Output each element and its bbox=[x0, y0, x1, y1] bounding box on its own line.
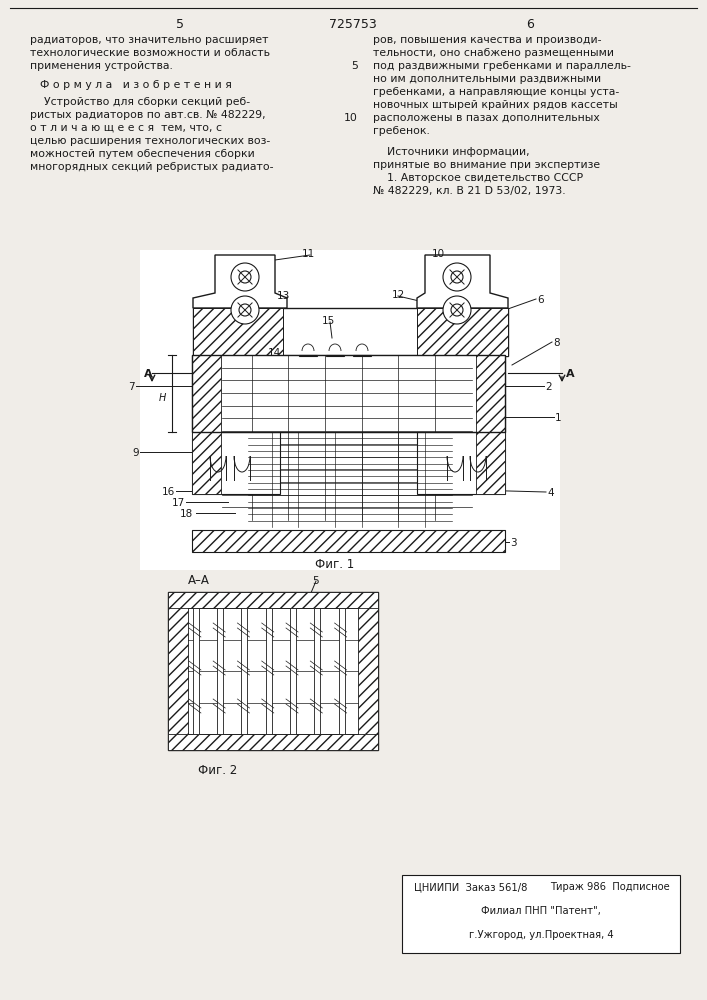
Text: ЦНИИПИ  Заказ 561/8: ЦНИИПИ Заказ 561/8 bbox=[414, 882, 527, 892]
Text: А–А: А–А bbox=[188, 574, 210, 587]
Bar bbox=[221, 355, 476, 432]
Text: но им дополнительными раздвижными: но им дополнительными раздвижными bbox=[373, 74, 601, 84]
Text: № 482229, кл. В 21 D 53/02, 1973.: № 482229, кл. В 21 D 53/02, 1973. bbox=[373, 186, 566, 196]
Bar bbox=[476, 355, 505, 432]
Text: Фиг. 1: Фиг. 1 bbox=[315, 558, 355, 571]
Text: под раздвижными гребенками и параллель-: под раздвижными гребенками и параллель- bbox=[373, 61, 631, 71]
Bar bbox=[339, 608, 344, 734]
Bar bbox=[168, 734, 378, 750]
Text: 16: 16 bbox=[162, 487, 175, 497]
Text: Филиал ПНП "Патент",: Филиал ПНП "Патент", bbox=[481, 906, 601, 916]
Bar bbox=[417, 432, 505, 494]
Text: 18: 18 bbox=[180, 509, 193, 519]
Text: ров, повышения качества и производи-: ров, повышения качества и производи- bbox=[373, 35, 602, 45]
Text: A: A bbox=[566, 369, 575, 379]
Bar bbox=[266, 608, 271, 734]
Text: новочных штырей крайних рядов кассеты: новочных штырей крайних рядов кассеты bbox=[373, 100, 618, 110]
Text: применения устройства.: применения устройства. bbox=[30, 61, 173, 71]
Circle shape bbox=[239, 271, 251, 283]
Text: 6: 6 bbox=[526, 18, 534, 31]
Text: г.Ужгород, ул.Проектная, 4: г.Ужгород, ул.Проектная, 4 bbox=[469, 930, 613, 940]
Text: радиаторов, что значительно расширяет: радиаторов, что значительно расширяет bbox=[30, 35, 269, 45]
Circle shape bbox=[231, 296, 259, 324]
Circle shape bbox=[451, 271, 463, 283]
Text: принятые во внимание при экспертизе: принятые во внимание при экспертизе bbox=[373, 160, 600, 170]
Text: 5: 5 bbox=[176, 18, 184, 31]
Polygon shape bbox=[193, 255, 287, 308]
Circle shape bbox=[231, 263, 259, 291]
Text: целью расширения технологических воз-: целью расширения технологических воз- bbox=[30, 136, 270, 146]
Text: 14: 14 bbox=[268, 348, 281, 358]
Text: тельности, оно снабжено размещенными: тельности, оно снабжено размещенными bbox=[373, 48, 614, 58]
Bar bbox=[192, 530, 505, 552]
Text: Источники информации,: Источники информации, bbox=[373, 147, 530, 157]
Bar bbox=[299, 355, 317, 356]
Bar bbox=[353, 355, 371, 356]
Text: гребенок.: гребенок. bbox=[373, 126, 430, 136]
Bar bbox=[476, 432, 505, 494]
Text: 6: 6 bbox=[537, 295, 544, 305]
Bar bbox=[192, 355, 221, 432]
Text: 13: 13 bbox=[277, 291, 291, 301]
Text: 3: 3 bbox=[510, 538, 517, 548]
Text: 5: 5 bbox=[351, 61, 358, 71]
Bar bbox=[192, 432, 221, 494]
Bar bbox=[192, 355, 505, 432]
Text: 15: 15 bbox=[322, 316, 335, 326]
Text: 10: 10 bbox=[344, 113, 358, 123]
Text: Устройство для сборки секций реб-: Устройство для сборки секций реб- bbox=[30, 97, 250, 107]
Text: A: A bbox=[144, 369, 152, 379]
Bar bbox=[315, 608, 320, 734]
Text: 725753: 725753 bbox=[329, 18, 377, 31]
Text: 10: 10 bbox=[432, 249, 445, 259]
Circle shape bbox=[239, 304, 251, 316]
Text: Фиг. 2: Фиг. 2 bbox=[199, 764, 238, 777]
Circle shape bbox=[451, 304, 463, 316]
Bar bbox=[192, 432, 280, 494]
Text: технологические возможности и область: технологические возможности и область bbox=[30, 48, 270, 58]
Bar bbox=[241, 608, 247, 734]
Bar bbox=[140, 250, 560, 570]
Bar bbox=[168, 592, 378, 750]
Text: 1. Авторское свидетельство СССР: 1. Авторское свидетельство СССР bbox=[373, 173, 583, 183]
Bar bbox=[417, 308, 508, 356]
Text: Ф о р м у л а   и з о б р е т е н и я: Ф о р м у л а и з о б р е т е н и я bbox=[40, 80, 232, 90]
Text: 5: 5 bbox=[312, 576, 319, 586]
Text: 17: 17 bbox=[172, 498, 185, 508]
Bar bbox=[168, 592, 378, 608]
Bar bbox=[168, 592, 188, 750]
Text: многорядных секций ребристых радиато-: многорядных секций ребристых радиато- bbox=[30, 162, 274, 172]
Bar bbox=[193, 608, 199, 734]
Text: 11: 11 bbox=[302, 249, 315, 259]
Circle shape bbox=[443, 263, 471, 291]
Polygon shape bbox=[417, 255, 508, 308]
Text: расположены в пазах дополнительных: расположены в пазах дополнительных bbox=[373, 113, 600, 123]
Bar bbox=[192, 355, 505, 432]
Text: H: H bbox=[158, 393, 165, 403]
Text: можностей путем обеспечения сборки: можностей путем обеспечения сборки bbox=[30, 149, 255, 159]
Text: 4: 4 bbox=[547, 488, 554, 498]
Text: о т л и ч а ю щ е е с я  тем, что, с: о т л и ч а ю щ е е с я тем, что, с bbox=[30, 123, 222, 133]
Bar bbox=[193, 308, 283, 356]
Text: 7: 7 bbox=[128, 382, 134, 392]
Bar bbox=[290, 608, 296, 734]
Text: ристых радиаторов по авт.св. № 482229,: ристых радиаторов по авт.св. № 482229, bbox=[30, 110, 266, 120]
Bar bbox=[217, 608, 223, 734]
Polygon shape bbox=[193, 308, 508, 356]
Bar bbox=[326, 355, 344, 356]
Text: гребенками, а направляющие концы уста-: гребенками, а направляющие концы уста- bbox=[373, 87, 619, 97]
Text: 1: 1 bbox=[555, 413, 561, 423]
Text: 9: 9 bbox=[132, 448, 139, 458]
Bar bbox=[358, 592, 378, 750]
Text: Тираж 986  Подписное: Тираж 986 Подписное bbox=[550, 882, 670, 892]
Text: 2: 2 bbox=[545, 382, 551, 392]
Text: 12: 12 bbox=[392, 290, 405, 300]
Text: 8: 8 bbox=[553, 338, 560, 348]
Circle shape bbox=[443, 296, 471, 324]
Bar bbox=[402, 875, 680, 953]
